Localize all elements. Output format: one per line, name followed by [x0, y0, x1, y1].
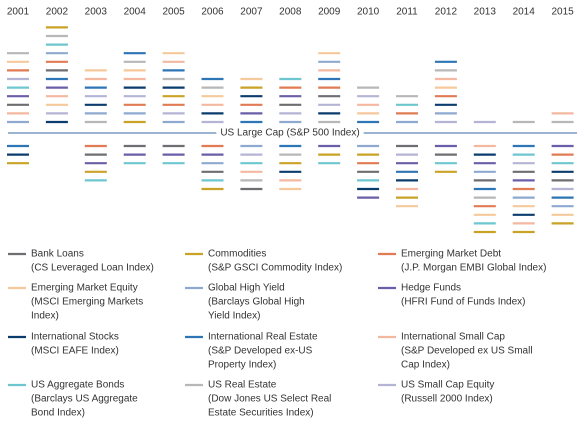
year-label: 2001: [7, 7, 30, 18]
year-label: 2013: [474, 7, 497, 18]
year-label: 2010: [357, 7, 380, 18]
legend-index: Bond Index): [31, 408, 85, 419]
legend-index: Yield Index): [208, 311, 260, 322]
year-label: 2002: [46, 7, 69, 18]
year-label: 2007: [240, 7, 263, 18]
legend-label: Emerging Market Debt: [401, 249, 501, 260]
legend-index: (MSCI EAFE Index): [31, 346, 119, 357]
legend-index: (S&P GSCI Commodity Index): [208, 263, 342, 274]
legend-index: (S&P Developed ex US Small: [401, 346, 533, 357]
legend-label: Bank Loans: [31, 249, 84, 260]
year-label: 2004: [124, 7, 147, 18]
legend-label: International Real Estate: [208, 332, 318, 343]
legend-label: Emerging Market Equity: [31, 283, 138, 294]
year-label: 2003: [85, 7, 108, 18]
legend-index: (S&P Developed ex-US: [208, 346, 313, 357]
year-label: 2009: [318, 7, 341, 18]
legend-index: (Dow Jones US Select Real: [208, 394, 331, 405]
year-label: 2005: [162, 7, 185, 18]
legend-label: Hedge Funds: [401, 283, 461, 294]
year-label: 2012: [435, 7, 458, 18]
legend-index: (Barclays US Aggregate: [31, 394, 138, 405]
year-label: 2015: [551, 7, 574, 18]
legend-index: Estate Securities Index): [208, 408, 314, 419]
legend-label: International Small Cap: [401, 332, 505, 343]
year-label: 2008: [279, 7, 302, 18]
legend-label: US Real Estate: [208, 380, 277, 391]
legend-index: (MSCI Emerging Markets: [31, 297, 143, 308]
legend-index: (J.P. Morgan EMBI Global Index): [401, 263, 546, 274]
legend-index: Cap Index): [401, 360, 450, 371]
baseline-label: US Large Cap (S&P 500 Index): [220, 128, 359, 139]
legend-label: International Stocks: [31, 332, 119, 343]
legend-index: Index): [31, 311, 59, 322]
legend-index: (Barclays Global High: [208, 297, 305, 308]
legend-label: Commodities: [208, 249, 266, 260]
baseline-label-bg: [216, 127, 364, 139]
legend-index: (CS Leveraged Loan Index): [31, 263, 154, 274]
year-label: 2011: [396, 7, 418, 18]
year-label: 2006: [201, 7, 224, 18]
legend-label: Global High Yield: [208, 283, 285, 294]
year-label: 2014: [513, 7, 536, 18]
legend-label: US Aggregate Bonds: [31, 380, 124, 391]
legend-label: US Small Cap Equity: [401, 380, 494, 391]
legend-index: (Russell 2000 Index): [401, 394, 493, 405]
legend-index: (HFRI Fund of Funds Index): [401, 297, 526, 308]
legend-index: Property Index): [208, 360, 276, 371]
